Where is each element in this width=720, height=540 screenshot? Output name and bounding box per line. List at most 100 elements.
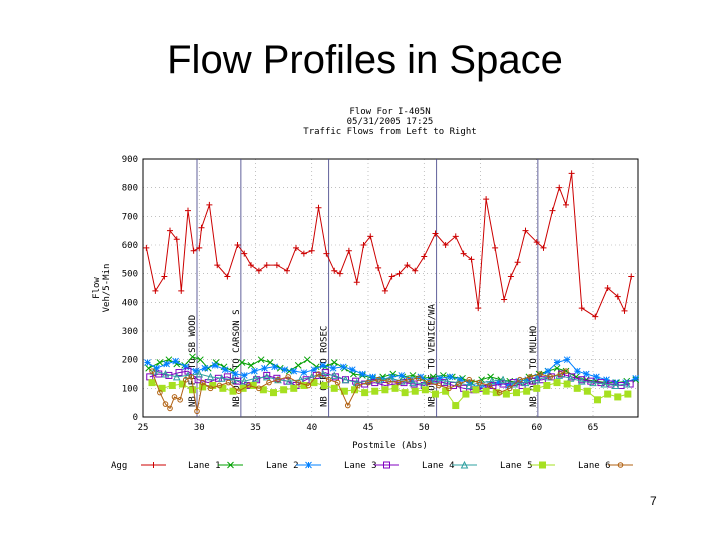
data-point-lane-5 [199, 383, 207, 391]
legend-entry-lane-3: Lane 3 [344, 461, 399, 471]
legend-entry-lane-2: Lane 2 [266, 461, 321, 471]
data-point-lane-4 [622, 379, 631, 388]
legend-marker [460, 460, 469, 469]
series-line-agg [145, 173, 632, 318]
data-point-lane-3 [184, 367, 192, 375]
data-point-lane-2 [153, 364, 160, 372]
data-point-lane-2 [271, 363, 278, 371]
data-point-lane-5 [594, 396, 601, 404]
data-point-lane-4 [229, 375, 237, 384]
y-tick-label: 500 [122, 270, 138, 280]
data-point-agg [522, 227, 529, 234]
legend-entry-lane-4: Lane 4 [422, 460, 477, 471]
data-point-lane-5 [178, 380, 186, 388]
data-point-lane-4 [240, 377, 249, 385]
data-point-lane-6 [295, 379, 302, 386]
data-point-lane-1 [303, 356, 311, 364]
station-marker-label: NB OFF TO VENICE/WA [428, 303, 438, 407]
data-point-lane-1 [145, 364, 152, 372]
data-point-lane-1 [294, 362, 302, 369]
y-tick-label: 100 [122, 384, 138, 394]
data-point-agg [353, 279, 360, 286]
y-tick-label: 300 [122, 327, 138, 337]
data-point-lane-5 [249, 381, 257, 389]
data-point-agg [198, 224, 205, 231]
data-point-lane-2 [211, 362, 219, 369]
data-point-agg [360, 242, 367, 248]
data-point-lane-5 [158, 384, 166, 392]
y-tick-label: 600 [122, 241, 138, 251]
legend-marker [383, 461, 390, 469]
data-point-lane-4 [442, 377, 451, 385]
data-point-agg [568, 170, 575, 177]
data-point-agg [375, 264, 382, 271]
data-point-lane-6 [315, 371, 322, 377]
y-axis-label: Veh/5-Min [102, 264, 112, 313]
chart-title-line: Flow For I-405N [349, 107, 430, 117]
data-point-lane-6 [557, 371, 564, 377]
axes-layer: 0 100 200 300 400 500 600 700 800 900 25 30 35 40 45 50… [92, 155, 639, 451]
legend-marker [150, 462, 157, 468]
legend-entry-lane-6: Lane 6 [578, 461, 633, 471]
data-point-lane-6 [149, 368, 155, 374]
legend-label: Lane 2 [266, 461, 299, 471]
legend-entry-lane-1: Lane 1 [188, 461, 243, 471]
y-tick-label: 400 [122, 298, 138, 308]
data-point-lane-2 [192, 367, 200, 375]
y-axis-label: Flow [92, 277, 102, 299]
data-point-agg [404, 262, 411, 269]
data-point-lane-1 [330, 359, 338, 366]
y-tick-label: 800 [122, 184, 138, 194]
data-point-lane-6 [365, 379, 371, 386]
data-point-agg [556, 184, 563, 191]
legend-marker [227, 461, 234, 469]
data-point-lane-4 [589, 378, 597, 387]
data-point-lane-2 [310, 366, 318, 374]
data-point-agg [152, 287, 159, 294]
data-point-lane-5 [583, 387, 591, 395]
data-point-lane-6 [285, 374, 291, 380]
chart-title-line: Traffic Flows from Left to Right [303, 127, 476, 137]
data-point-lane-2 [436, 374, 444, 382]
data-point-agg [255, 267, 262, 274]
data-point-agg [381, 287, 388, 294]
x-axis-label: Postmile (Abs) [352, 441, 428, 451]
data-point-lane-6 [425, 379, 432, 386]
data-point-lane-6 [415, 375, 422, 382]
data-point-lane-1 [350, 370, 357, 378]
data-point-agg [185, 207, 191, 214]
data-point-lane-2 [593, 373, 600, 381]
data-point-lane-4 [330, 371, 339, 379]
y-tick-label: 900 [122, 155, 138, 165]
grid-layer [143, 159, 638, 417]
data-point-lane-6 [167, 405, 173, 412]
legend-label: Agg [111, 461, 127, 471]
data-point-lane-3 [146, 373, 154, 381]
data-point-lane-4 [431, 375, 440, 384]
series-lane-6 [149, 368, 569, 415]
data-point-agg [492, 244, 499, 251]
y-tick-label: 200 [122, 356, 138, 366]
station-marker-label: NB OFF TO CARSON S [232, 309, 242, 407]
data-point-lane-2 [359, 370, 366, 378]
data-point-agg [190, 247, 197, 254]
data-point-lane-4 [341, 375, 350, 384]
legend-label: Lane 4 [422, 461, 455, 471]
data-point-lane-5 [472, 386, 480, 394]
data-point-lane-6 [385, 378, 392, 384]
data-point-lane-5 [361, 389, 369, 397]
data-point-lane-6 [405, 376, 412, 383]
data-point-lane-6 [157, 389, 163, 396]
data-point-agg [549, 207, 556, 214]
data-point-lane-2 [563, 356, 571, 364]
data-point-lane-2 [505, 382, 512, 389]
data-point-agg [323, 250, 330, 257]
data-point-lane-6 [517, 376, 523, 383]
data-point-lane-4 [150, 367, 159, 375]
data-point-agg [178, 287, 185, 294]
data-point-lane-1 [487, 373, 494, 381]
data-point-agg [578, 305, 585, 312]
data-point-agg [315, 204, 322, 211]
data-point-agg [412, 267, 419, 274]
data-point-lane-2 [300, 369, 308, 376]
